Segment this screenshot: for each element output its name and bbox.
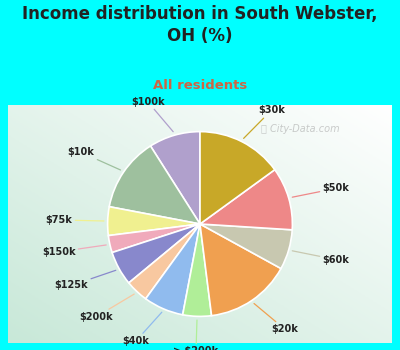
Text: $10k: $10k: [68, 147, 120, 170]
Text: $40k: $40k: [122, 312, 162, 346]
Text: All residents: All residents: [153, 79, 247, 92]
Wedge shape: [200, 132, 275, 224]
Text: $200k: $200k: [79, 294, 134, 322]
Wedge shape: [200, 224, 281, 316]
Text: $150k: $150k: [42, 245, 106, 257]
Wedge shape: [108, 207, 200, 236]
Text: $75k: $75k: [46, 215, 104, 225]
Wedge shape: [108, 224, 200, 253]
Wedge shape: [200, 170, 292, 230]
Wedge shape: [109, 146, 200, 224]
Text: $125k: $125k: [55, 270, 116, 290]
Wedge shape: [146, 224, 200, 315]
Text: $20k: $20k: [254, 303, 298, 335]
Text: ⓘ City-Data.com: ⓘ City-Data.com: [260, 124, 339, 134]
Wedge shape: [150, 132, 200, 224]
Text: $30k: $30k: [244, 105, 285, 138]
Wedge shape: [112, 224, 200, 283]
Wedge shape: [200, 224, 292, 268]
Wedge shape: [183, 224, 212, 316]
Text: $60k: $60k: [292, 251, 349, 265]
Wedge shape: [129, 224, 200, 299]
Text: Income distribution in South Webster,
OH (%): Income distribution in South Webster, OH…: [22, 5, 378, 46]
Text: > $200k: > $200k: [174, 320, 218, 350]
Text: $100k: $100k: [131, 97, 173, 132]
Text: $50k: $50k: [292, 183, 349, 197]
